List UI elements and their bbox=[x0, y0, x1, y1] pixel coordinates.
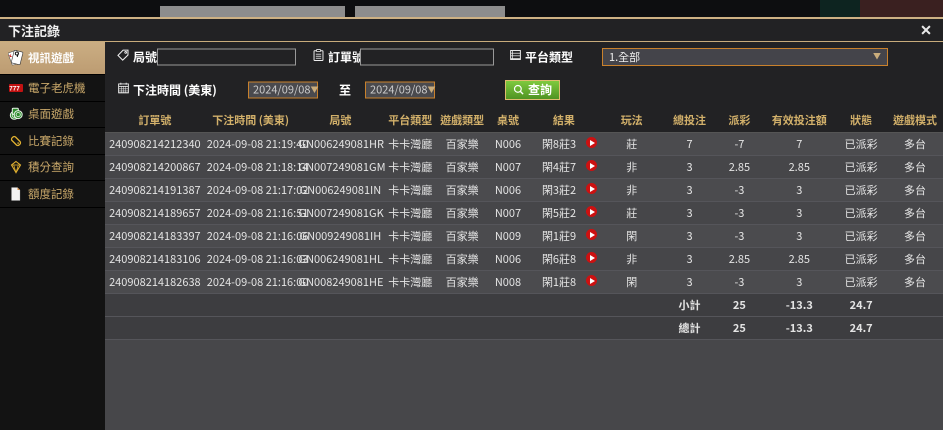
svg-text:777: 777 bbox=[9, 85, 20, 92]
